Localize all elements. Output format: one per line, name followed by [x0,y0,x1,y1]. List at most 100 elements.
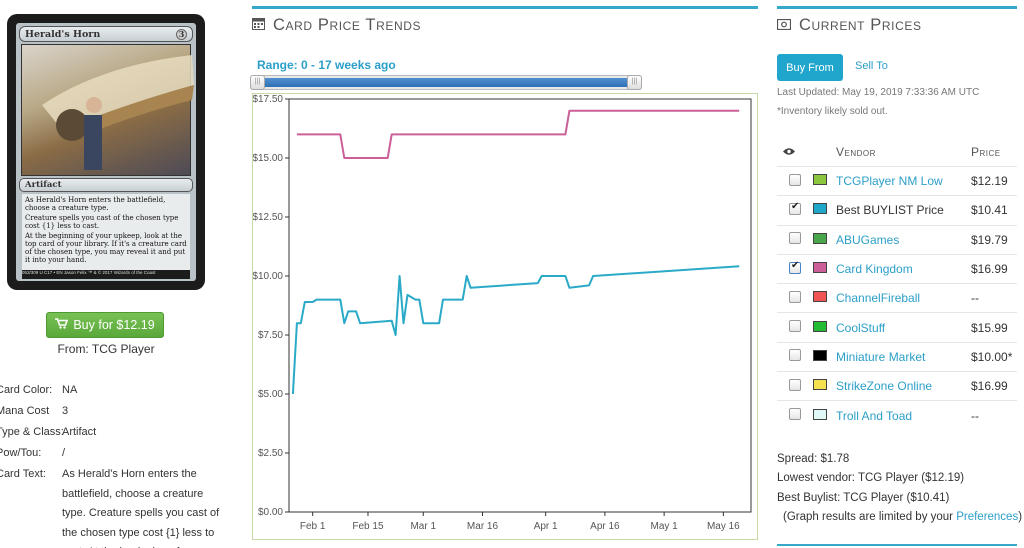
current-prices-title: Current Prices [776,16,922,35]
price-trends-title: Card Price Trends [252,16,421,35]
vendor-name: Best BUYLIST Price [836,203,944,218]
vendor-name[interactable]: TCGPlayer NM Low [836,174,943,189]
price-column-header: Price [971,145,1001,159]
vendor-price: $16.99 [971,379,1008,394]
vendor-color-swatch [813,291,827,303]
graph-note: (Graph results are limited by your Prefe… [783,510,1023,523]
x-tick-label: Feb 15 [352,521,384,532]
vendor-table: Vendor Price TCGPlayer NM Low $12.19 Best … [777,138,1017,430]
lowest-vendor: Lowest vendor: TCG Player ($12.19) [777,472,965,485]
money-icon [776,16,792,35]
vendor-row: ChannelFireball -- [777,283,1017,312]
vendor-visibility-checkbox[interactable] [789,260,801,274]
detail-row: Mana Cost 3 [0,405,69,417]
plot-frame [288,98,752,513]
vendor-color-swatch [813,320,827,332]
vendor-visibility-checkbox[interactable] [789,349,801,362]
vendor-row: TCGPlayer NM Low $12.19 [777,166,1017,195]
card-type-line: Artifact [19,178,193,192]
vendor-name[interactable]: Card Kingdom [836,262,913,277]
vendor-name[interactable]: Troll And Toad [836,408,913,423]
preferences-link[interactable]: Preferences [956,510,1019,523]
price-trends-panel: Card Price Trends Range: 0 - 17 weeks ag… [250,0,758,548]
vendor-name[interactable]: ABUGames [836,232,900,247]
series-line-best-buylist-price[interactable] [291,265,740,395]
best-buylist: Best Buylist: TCG Player ($10.41) [777,491,950,504]
vendor-price: $12.19 [971,174,1008,189]
vendor-color-swatch [813,379,827,391]
y-tick-label: $5.00 [258,389,283,400]
price-chart-svg: $0.00 $2.50 $5.00 $7.50 $10.00 $12.50 $15.00 $1… [253,94,752,532]
tab-buy-from[interactable]: Buy From [777,54,843,81]
vendor-color-swatch [813,203,827,215]
vendor-row: ABUGames $19.79 [777,224,1017,254]
horn-illustration [42,55,194,170]
card-rules-text: As Herald's Horn enters the battlefield,… [22,194,190,274]
section-divider [777,544,1017,546]
y-tick-label: $0.00 [258,507,283,518]
range-slider-fill [265,78,627,87]
last-updated: Last Updated: May 19, 2019 7:33:36 AM UT… [777,87,980,98]
range-slider[interactable]: ||| ||| [250,75,642,90]
card-art [21,44,194,176]
card-panel: Herald's Horn 3 Artifact As Herald's Hor… [0,0,240,548]
detail-row: Card Text: As Herald's Horn enters the ba… [0,468,220,548]
detail-row: Type & Class: Artifact [0,426,97,438]
vendor-color-swatch [813,349,827,361]
vendor-row: StrikeZone Online $16.99 [777,371,1017,400]
x-tick-label: Feb 1 [300,521,326,532]
x-tick-label: Mar 16 [467,521,499,532]
vendor-price: $16.99 [971,262,1008,277]
vendor-price: $19.79 [971,232,1008,247]
vendor-visibility-checkbox[interactable] [789,173,801,186]
section-divider [777,6,1017,9]
detail-row: Pow/Tou: / [0,447,66,459]
vendor-price: $10.41 [971,203,1008,218]
vendor-visibility-checkbox[interactable] [789,408,801,421]
vendor-row: Card Kingdom $16.99 [777,253,1017,283]
vendor-name[interactable]: StrikeZone Online [836,379,933,394]
y-tick-label: $7.50 [258,330,283,341]
series-line-card-kingdom[interactable] [296,109,740,159]
vendor-visibility-checkbox[interactable] [789,290,801,303]
vendor-color-swatch [813,174,827,186]
vendor-name[interactable]: ChannelFireball [836,291,921,306]
vendor-visibility-checkbox[interactable] [789,320,801,333]
vendor-row: Troll And Toad -- [777,400,1017,429]
x-tick-label: May 16 [707,521,740,532]
vendor-row: Miniature Market $10.00* [777,341,1017,371]
vendor-price: -- [971,291,979,306]
vendor-name[interactable]: CoolStuff [836,320,886,335]
vendor-row: Best BUYLIST Price $10.41 [777,195,1017,224]
y-tick-label: $2.50 [258,448,283,459]
x-tick-label: May 1 [651,521,679,532]
vendor-price: $10.00* [971,349,1013,364]
vendor-column-header: Vendor [836,145,876,159]
tab-sell-to[interactable]: Sell To [855,60,888,72]
vendor-name[interactable]: Miniature Market [836,349,926,364]
range-handle-end[interactable]: ||| [627,75,642,90]
buy-button-label: Buy for $12.19 [73,318,155,332]
spread: Spread: $1.78 [777,453,850,465]
vendor-visibility-checkbox[interactable] [789,201,801,215]
vendor-price: -- [971,408,979,423]
x-tick-label: Mar 1 [410,521,436,532]
vendor-visibility-checkbox[interactable] [789,378,801,391]
cart-icon [55,318,69,332]
range-handle-start[interactable]: ||| [250,75,265,90]
eye-icon [777,145,813,159]
buy-button[interactable]: Buy for $12.19 [46,312,164,338]
y-tick-label: $10.00 [253,271,283,282]
vendor-color-swatch [813,408,827,420]
vendor-visibility-checkbox[interactable] [789,232,801,245]
card-footer: 053/309 U C17 • EN Jason Felix ™ & © 201… [22,270,190,279]
y-tick-label: $15.00 [253,153,283,164]
card-details: Card Color: NA Mana Cost 3 Type & Class: Ar… [0,380,236,548]
vendor-price: $15.99 [971,320,1008,335]
y-tick-label: $12.50 [253,212,283,223]
vendor-table-header: Vendor Price [777,138,1017,166]
card-image[interactable]: Herald's Horn 3 Artifact As Herald's Hor… [7,14,205,290]
x-tick-label: Apr 1 [534,521,558,532]
section-divider [252,6,758,9]
range-label: Range: 0 - 17 weeks ago [257,58,396,72]
